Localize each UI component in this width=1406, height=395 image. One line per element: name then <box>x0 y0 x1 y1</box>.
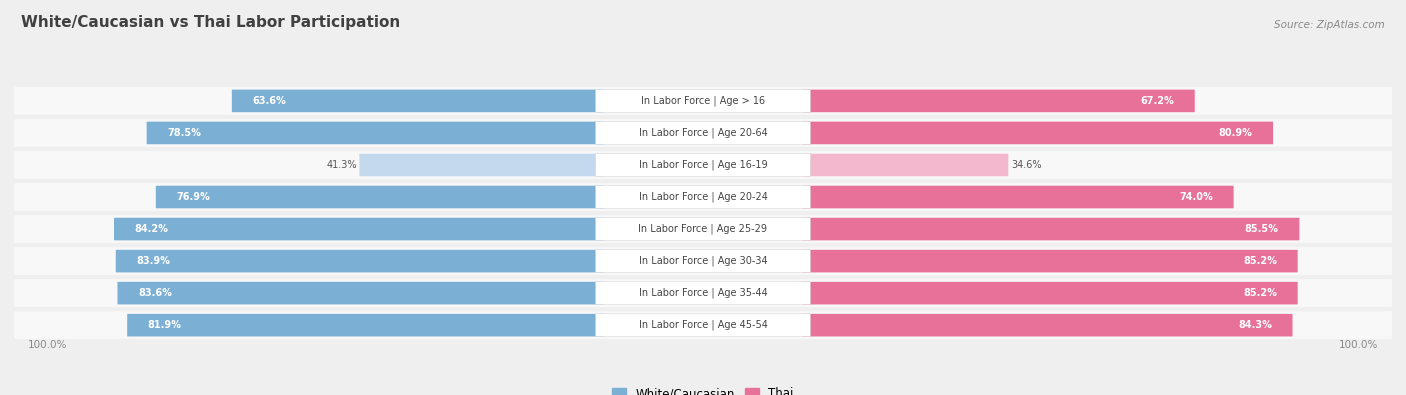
Text: In Labor Force | Age 35-44: In Labor Force | Age 35-44 <box>638 288 768 298</box>
FancyBboxPatch shape <box>803 314 1292 337</box>
Text: In Labor Force | Age 20-24: In Labor Force | Age 20-24 <box>638 192 768 202</box>
Text: 100.0%: 100.0% <box>1339 340 1378 350</box>
Text: 67.2%: 67.2% <box>1140 96 1174 106</box>
FancyBboxPatch shape <box>14 311 1392 339</box>
FancyBboxPatch shape <box>596 154 810 176</box>
FancyBboxPatch shape <box>118 282 603 305</box>
FancyBboxPatch shape <box>127 314 603 337</box>
FancyBboxPatch shape <box>14 119 1392 147</box>
Text: 80.9%: 80.9% <box>1219 128 1253 138</box>
FancyBboxPatch shape <box>115 250 603 273</box>
Text: 85.2%: 85.2% <box>1243 288 1277 298</box>
Text: 85.2%: 85.2% <box>1243 256 1277 266</box>
FancyBboxPatch shape <box>14 247 1392 275</box>
FancyBboxPatch shape <box>596 186 810 208</box>
FancyBboxPatch shape <box>596 90 810 112</box>
FancyBboxPatch shape <box>596 218 810 241</box>
Text: In Labor Force | Age 20-64: In Labor Force | Age 20-64 <box>638 128 768 138</box>
FancyBboxPatch shape <box>14 215 1392 243</box>
Text: 83.9%: 83.9% <box>136 256 170 266</box>
Text: White/Caucasian vs Thai Labor Participation: White/Caucasian vs Thai Labor Participat… <box>21 15 401 30</box>
Text: 74.0%: 74.0% <box>1180 192 1213 202</box>
FancyBboxPatch shape <box>596 122 810 144</box>
Text: 84.2%: 84.2% <box>135 224 169 234</box>
FancyBboxPatch shape <box>803 90 1195 112</box>
FancyBboxPatch shape <box>360 154 603 176</box>
FancyBboxPatch shape <box>803 218 1299 241</box>
FancyBboxPatch shape <box>114 218 603 241</box>
FancyBboxPatch shape <box>803 154 1008 176</box>
FancyBboxPatch shape <box>14 279 1392 307</box>
FancyBboxPatch shape <box>803 186 1233 208</box>
FancyBboxPatch shape <box>596 250 810 273</box>
Text: 63.6%: 63.6% <box>253 96 287 106</box>
Text: 100.0%: 100.0% <box>28 340 67 350</box>
Text: 81.9%: 81.9% <box>148 320 181 330</box>
Text: 84.3%: 84.3% <box>1237 320 1272 330</box>
FancyBboxPatch shape <box>14 87 1392 115</box>
Text: 41.3%: 41.3% <box>326 160 357 170</box>
FancyBboxPatch shape <box>596 282 810 305</box>
FancyBboxPatch shape <box>596 314 810 337</box>
FancyBboxPatch shape <box>146 122 603 144</box>
FancyBboxPatch shape <box>803 250 1298 273</box>
Text: In Labor Force | Age > 16: In Labor Force | Age > 16 <box>641 96 765 106</box>
FancyBboxPatch shape <box>14 151 1392 179</box>
Text: 83.6%: 83.6% <box>138 288 172 298</box>
Text: In Labor Force | Age 45-54: In Labor Force | Age 45-54 <box>638 320 768 331</box>
FancyBboxPatch shape <box>803 122 1272 144</box>
Text: In Labor Force | Age 25-29: In Labor Force | Age 25-29 <box>638 224 768 234</box>
Text: 76.9%: 76.9% <box>177 192 211 202</box>
Text: 34.6%: 34.6% <box>1011 160 1042 170</box>
FancyBboxPatch shape <box>14 183 1392 211</box>
Text: In Labor Force | Age 16-19: In Labor Force | Age 16-19 <box>638 160 768 170</box>
FancyBboxPatch shape <box>156 186 603 208</box>
Text: Source: ZipAtlas.com: Source: ZipAtlas.com <box>1274 21 1385 30</box>
Text: 85.5%: 85.5% <box>1244 224 1278 234</box>
FancyBboxPatch shape <box>232 90 603 112</box>
Legend: White/Caucasian, Thai: White/Caucasian, Thai <box>607 383 799 395</box>
FancyBboxPatch shape <box>803 282 1298 305</box>
Text: In Labor Force | Age 30-34: In Labor Force | Age 30-34 <box>638 256 768 266</box>
Text: 78.5%: 78.5% <box>167 128 201 138</box>
